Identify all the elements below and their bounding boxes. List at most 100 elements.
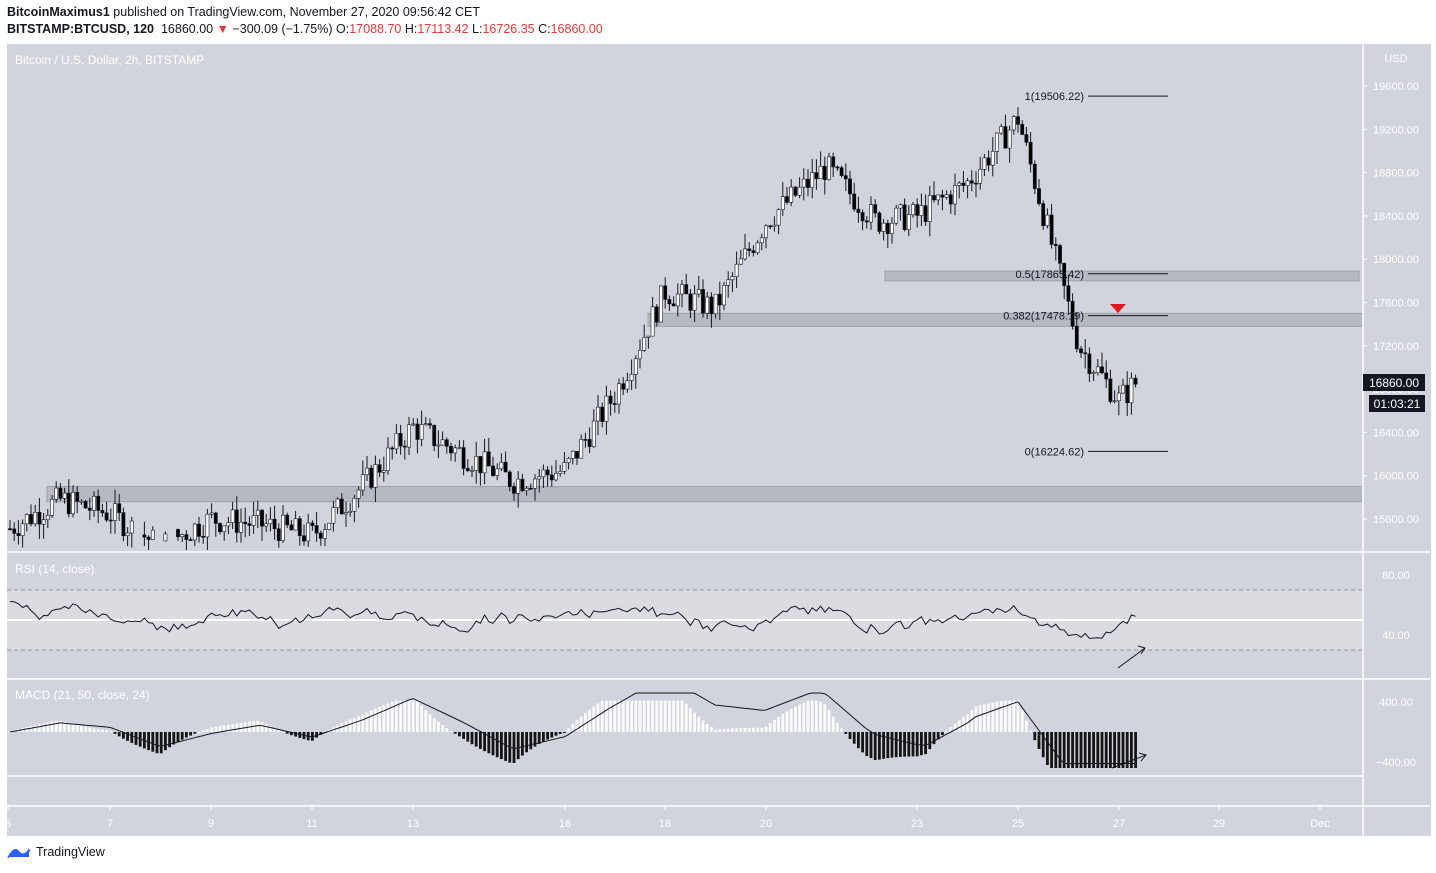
macd-histogram-bar [185,732,188,738]
macd-histogram-bar [285,732,289,734]
macd-histogram-bar [802,702,806,732]
time-tick-label: 29 [1213,818,1225,830]
macd-histogram-bar [210,727,213,732]
candle-body [986,157,991,166]
author-name[interactable]: BitcoinMaximus1 [7,5,110,19]
candle-body [860,212,865,222]
candle-body [818,165,823,180]
macd-histogram-bar [256,720,260,732]
candle-body [87,507,92,511]
macd-histogram-bar [214,726,218,732]
macd-histogram-bar [852,732,856,744]
macd-histogram-bar [428,714,432,732]
candle-body [961,182,966,186]
candle-body [978,169,983,184]
macd-histogram-bar [726,728,730,732]
macd-histogram-bar [865,732,869,757]
candle-body [743,248,747,260]
macd-histogram-bar [227,724,230,732]
candle-body [923,205,928,222]
price-tick-label: 19200.00 [1373,124,1419,136]
candle-body [638,350,642,360]
candle-body [617,383,621,405]
macd-histogram-bar [920,732,923,756]
macd-histogram-bar [319,732,323,735]
macd-axis-label: −400.00 [1376,757,1416,769]
macd-histogram-bar [416,700,419,732]
candle-body [470,470,474,472]
close-value: 16860.00 [550,22,603,36]
macd-histogram-bar [764,726,768,732]
candle-body [247,523,252,526]
candle-body [890,222,894,235]
candle-body [440,439,445,446]
candle-body [957,182,962,186]
macd-histogram-bar [899,732,902,757]
macd-histogram-bar [269,726,272,732]
macd-histogram-bar [991,702,995,732]
candle-body [331,507,336,524]
candle-body [864,220,869,223]
candle-body [285,514,290,526]
macd-histogram-bar [571,724,575,732]
macd-histogram-bar [63,721,66,732]
candle-body [696,289,701,295]
macd-histogram-bar [1058,732,1062,768]
candle-body [688,293,693,311]
candle-body [776,209,781,226]
candle-body [848,178,852,195]
candle-body [625,380,630,390]
macd-histogram-bar [1104,732,1108,768]
price-zones [46,270,1364,503]
macd-histogram-bar [222,725,226,732]
candle-body [1041,203,1046,227]
candle-body [180,534,185,537]
macd-histogram-bar [521,732,524,756]
candle-body [1108,378,1113,402]
macd-histogram-bar [999,700,1003,732]
macd-histogram-bar [71,724,75,732]
macd-histogram-bar [525,732,528,753]
macd-histogram-bar [235,723,239,732]
time-axis[interactable]: 5 7 9 11 13 16 18 20 23 25 27 29 Dec [5,806,1330,830]
macd-histogram-bar [176,732,180,742]
macd-histogram-bar [1050,732,1053,768]
candle-body [751,250,756,253]
macd-histogram-bar [731,728,734,732]
macd-histogram-bar [798,704,801,732]
macd-histogram-bar [277,730,281,732]
candle-body [831,156,836,168]
candle-body [54,487,59,500]
macd-histogram-bar [903,732,906,757]
macd-histogram-bar [655,700,659,732]
macd-histogram-bar [974,706,978,732]
candle-body [1003,126,1008,149]
candle-body [411,423,416,426]
macd-histogram-bar [8,732,12,733]
macd-divergence-arrow [1111,754,1147,769]
candle-body [667,299,672,305]
candle-body [789,186,794,203]
candle-body [936,194,941,201]
candle-body [512,486,516,494]
candle-body [1112,400,1117,403]
candle-body [633,358,638,375]
macd-histogram-bar [134,732,138,745]
candle-body [1062,262,1067,287]
candle-body [558,471,563,474]
candle-body [575,450,579,459]
macd-histogram-bar [365,712,369,732]
candle-body [759,237,764,244]
fib-label: 0.5(17865.42) [1016,269,1085,281]
candle-body [982,157,987,170]
candle-body [58,487,63,499]
candle-body [12,528,17,534]
candle-body [230,509,235,523]
candle-body [1037,188,1041,204]
macd-histogram-bar [54,721,58,732]
high-value: 17113.42 [417,22,469,36]
candle-body [142,534,147,538]
candle-body [642,337,647,351]
macd-histogram-bar [714,729,717,732]
